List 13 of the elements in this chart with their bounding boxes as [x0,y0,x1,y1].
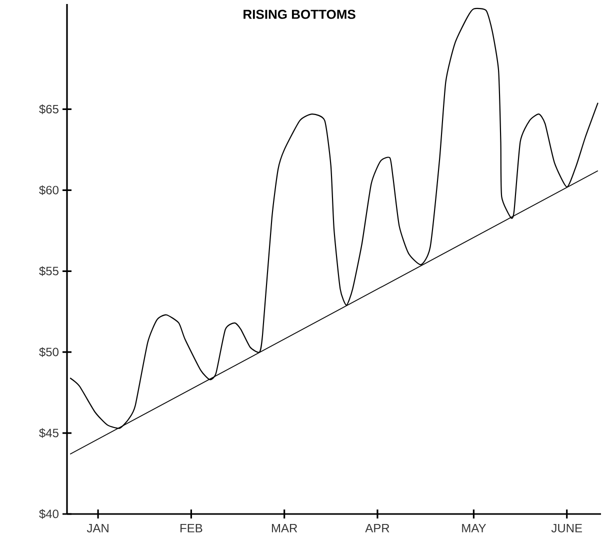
x-tick-label: FEB [180,524,202,532]
y-tick-label: $55 [39,266,58,276]
x-tick-label: MAR [272,524,298,532]
y-tick-label: $65 [39,104,58,114]
y-tick-label: $50 [39,347,59,357]
y-tick-label: $60 [39,185,59,196]
chart-title: RISING BOTTOMS [244,10,356,19]
x-tick-label: MAY [462,524,486,532]
y-tick-label: $45 [39,428,58,438]
x-tick-label: JUNE [551,524,582,532]
x-tick-label: JAN [86,524,108,532]
x-tick-label: APR [365,524,390,532]
y-tick-label: $40 [39,509,59,519]
